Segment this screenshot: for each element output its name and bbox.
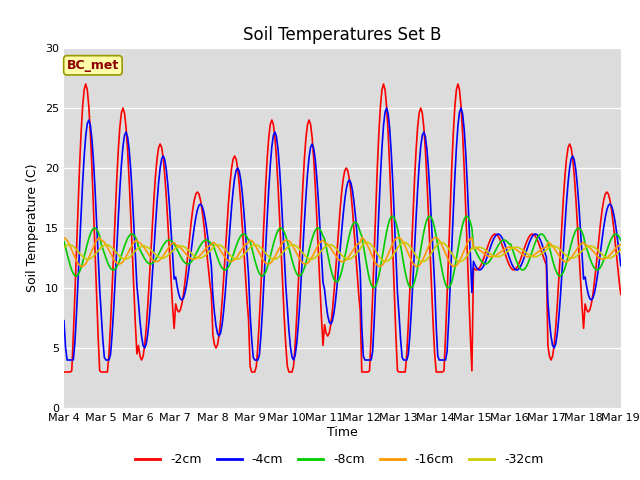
Y-axis label: Soil Temperature (C): Soil Temperature (C)	[26, 164, 40, 292]
Title: Soil Temperatures Set B: Soil Temperatures Set B	[243, 25, 442, 44]
Text: BC_met: BC_met	[67, 59, 119, 72]
X-axis label: Time: Time	[327, 426, 358, 439]
Legend: -2cm, -4cm, -8cm, -16cm, -32cm: -2cm, -4cm, -8cm, -16cm, -32cm	[130, 448, 548, 471]
